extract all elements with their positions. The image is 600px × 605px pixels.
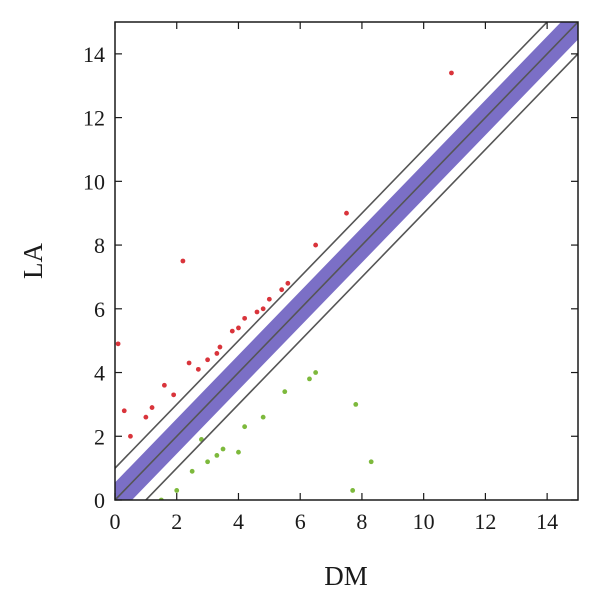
y-tick-label: 10 [83,169,105,194]
up-point [285,280,291,286]
unchanged-point [297,300,303,305]
down-point [174,488,180,493]
unchanged-point [205,392,211,398]
up-point [214,351,220,356]
up-point [229,328,235,334]
down-point [353,402,359,407]
down-point [242,424,248,430]
down-point [220,446,226,452]
y-tick-label: 14 [83,42,105,67]
up-point [236,325,241,331]
down-point [313,370,319,375]
up-point [161,382,167,388]
up-point [186,360,192,366]
down-point [189,468,195,474]
up-point [313,242,319,248]
up-point [266,296,272,302]
up-point [254,309,260,315]
down-point [205,459,211,465]
up-point [143,414,149,420]
x-tick-label: 4 [233,509,244,534]
down-point [307,376,312,382]
y-tick-label: 6 [94,297,105,322]
up-point [205,357,211,363]
down-point [368,459,374,465]
up-point [115,341,121,347]
unchanged-point [118,478,124,484]
x-tick-label: 10 [413,509,435,534]
up-point [180,258,186,264]
down-point [260,414,266,420]
x-tick-label: 0 [110,509,121,534]
y-tick-label: 0 [94,488,105,513]
unchanged-point [510,73,516,79]
up-point [128,433,133,439]
y-axis-title: LA [18,243,48,279]
down-point [214,452,220,458]
down-point [350,488,356,493]
unchanged-point [158,440,164,446]
x-tick-label: 2 [171,509,182,534]
up-point [171,392,177,398]
unchanged-point [273,325,278,331]
x-tick-label: 14 [536,509,558,534]
up-point [279,287,285,293]
up-point [195,366,201,372]
down-point [282,389,288,395]
down-point [236,449,241,455]
reference-line-3 [144,53,578,500]
x-axis-title: DM [324,561,368,591]
up-point [242,315,248,321]
x-tick-label: 8 [356,509,367,534]
plot-frame [114,21,579,501]
unchanged-point [180,421,186,426]
y-tick-label: 4 [94,361,105,386]
up-point [449,70,454,76]
reference-line-1 [115,22,549,469]
unchanged-point [137,462,143,468]
up-point [344,210,349,216]
up-point [121,408,127,414]
y-tick-label: 12 [83,106,105,131]
x-tick-label: 6 [295,509,306,534]
y-tick-label: 2 [94,424,105,449]
up-point [217,344,223,350]
reference-line-2 [115,22,578,500]
up-point [260,306,266,312]
y-tick-label: 8 [94,233,105,258]
x-tick-label: 12 [474,509,496,534]
up-point [149,405,155,410]
